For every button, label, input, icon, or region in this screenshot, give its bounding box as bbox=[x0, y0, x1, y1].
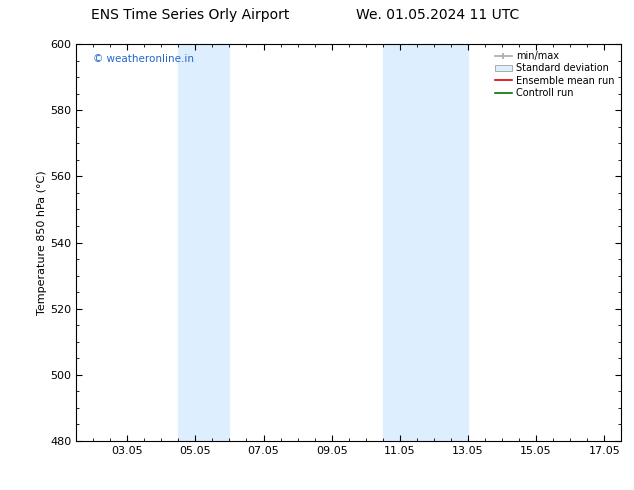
Bar bbox=[383, 44, 468, 441]
Bar bbox=[178, 44, 230, 441]
Legend: min/max, Standard deviation, Ensemble mean run, Controll run: min/max, Standard deviation, Ensemble me… bbox=[493, 49, 616, 100]
Text: ENS Time Series Orly Airport: ENS Time Series Orly Airport bbox=[91, 8, 289, 22]
Text: © weatheronline.in: © weatheronline.in bbox=[93, 54, 194, 64]
Y-axis label: Temperature 850 hPa (°C): Temperature 850 hPa (°C) bbox=[37, 170, 47, 315]
Text: We. 01.05.2024 11 UTC: We. 01.05.2024 11 UTC bbox=[356, 8, 519, 22]
